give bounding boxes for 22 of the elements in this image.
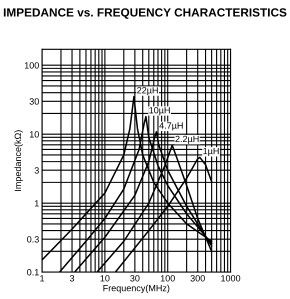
x-tick-label: 1000 — [221, 275, 240, 282]
series-label: 1µH — [203, 148, 219, 156]
x-tick-label: 100 — [160, 275, 175, 282]
y-tick-label: 10 — [30, 131, 39, 138]
series-label: 2.2µH — [175, 136, 199, 144]
y-axis-title: Impedance(kΩ) — [14, 130, 23, 191]
series-label: 22µH — [137, 87, 158, 96]
x-axis-title: Frequency(MHz) — [103, 284, 170, 294]
y-tick-label: 0.3 — [27, 236, 39, 243]
x-tick-label: 1 — [40, 275, 44, 282]
series-label: 10µH — [149, 107, 170, 116]
x-tick-label: 3 — [70, 275, 74, 282]
x-tick-label: 30 — [130, 275, 140, 282]
series-label: 4.7µH — [159, 122, 183, 130]
y-tick-label: 1 — [34, 200, 39, 206]
y-tick-label: 0.1 — [27, 269, 39, 276]
x-tick-label: 10 — [100, 275, 110, 282]
y-tick-label: 100 — [24, 62, 39, 69]
x-tick-label: 300 — [190, 275, 205, 282]
y-tick-label: 30 — [30, 98, 39, 105]
y-tick-label: 3 — [34, 167, 39, 174]
chart-title: IMPEDANCE vs. FREQUENCY CHARACTERISTICS — [4, 8, 286, 19]
